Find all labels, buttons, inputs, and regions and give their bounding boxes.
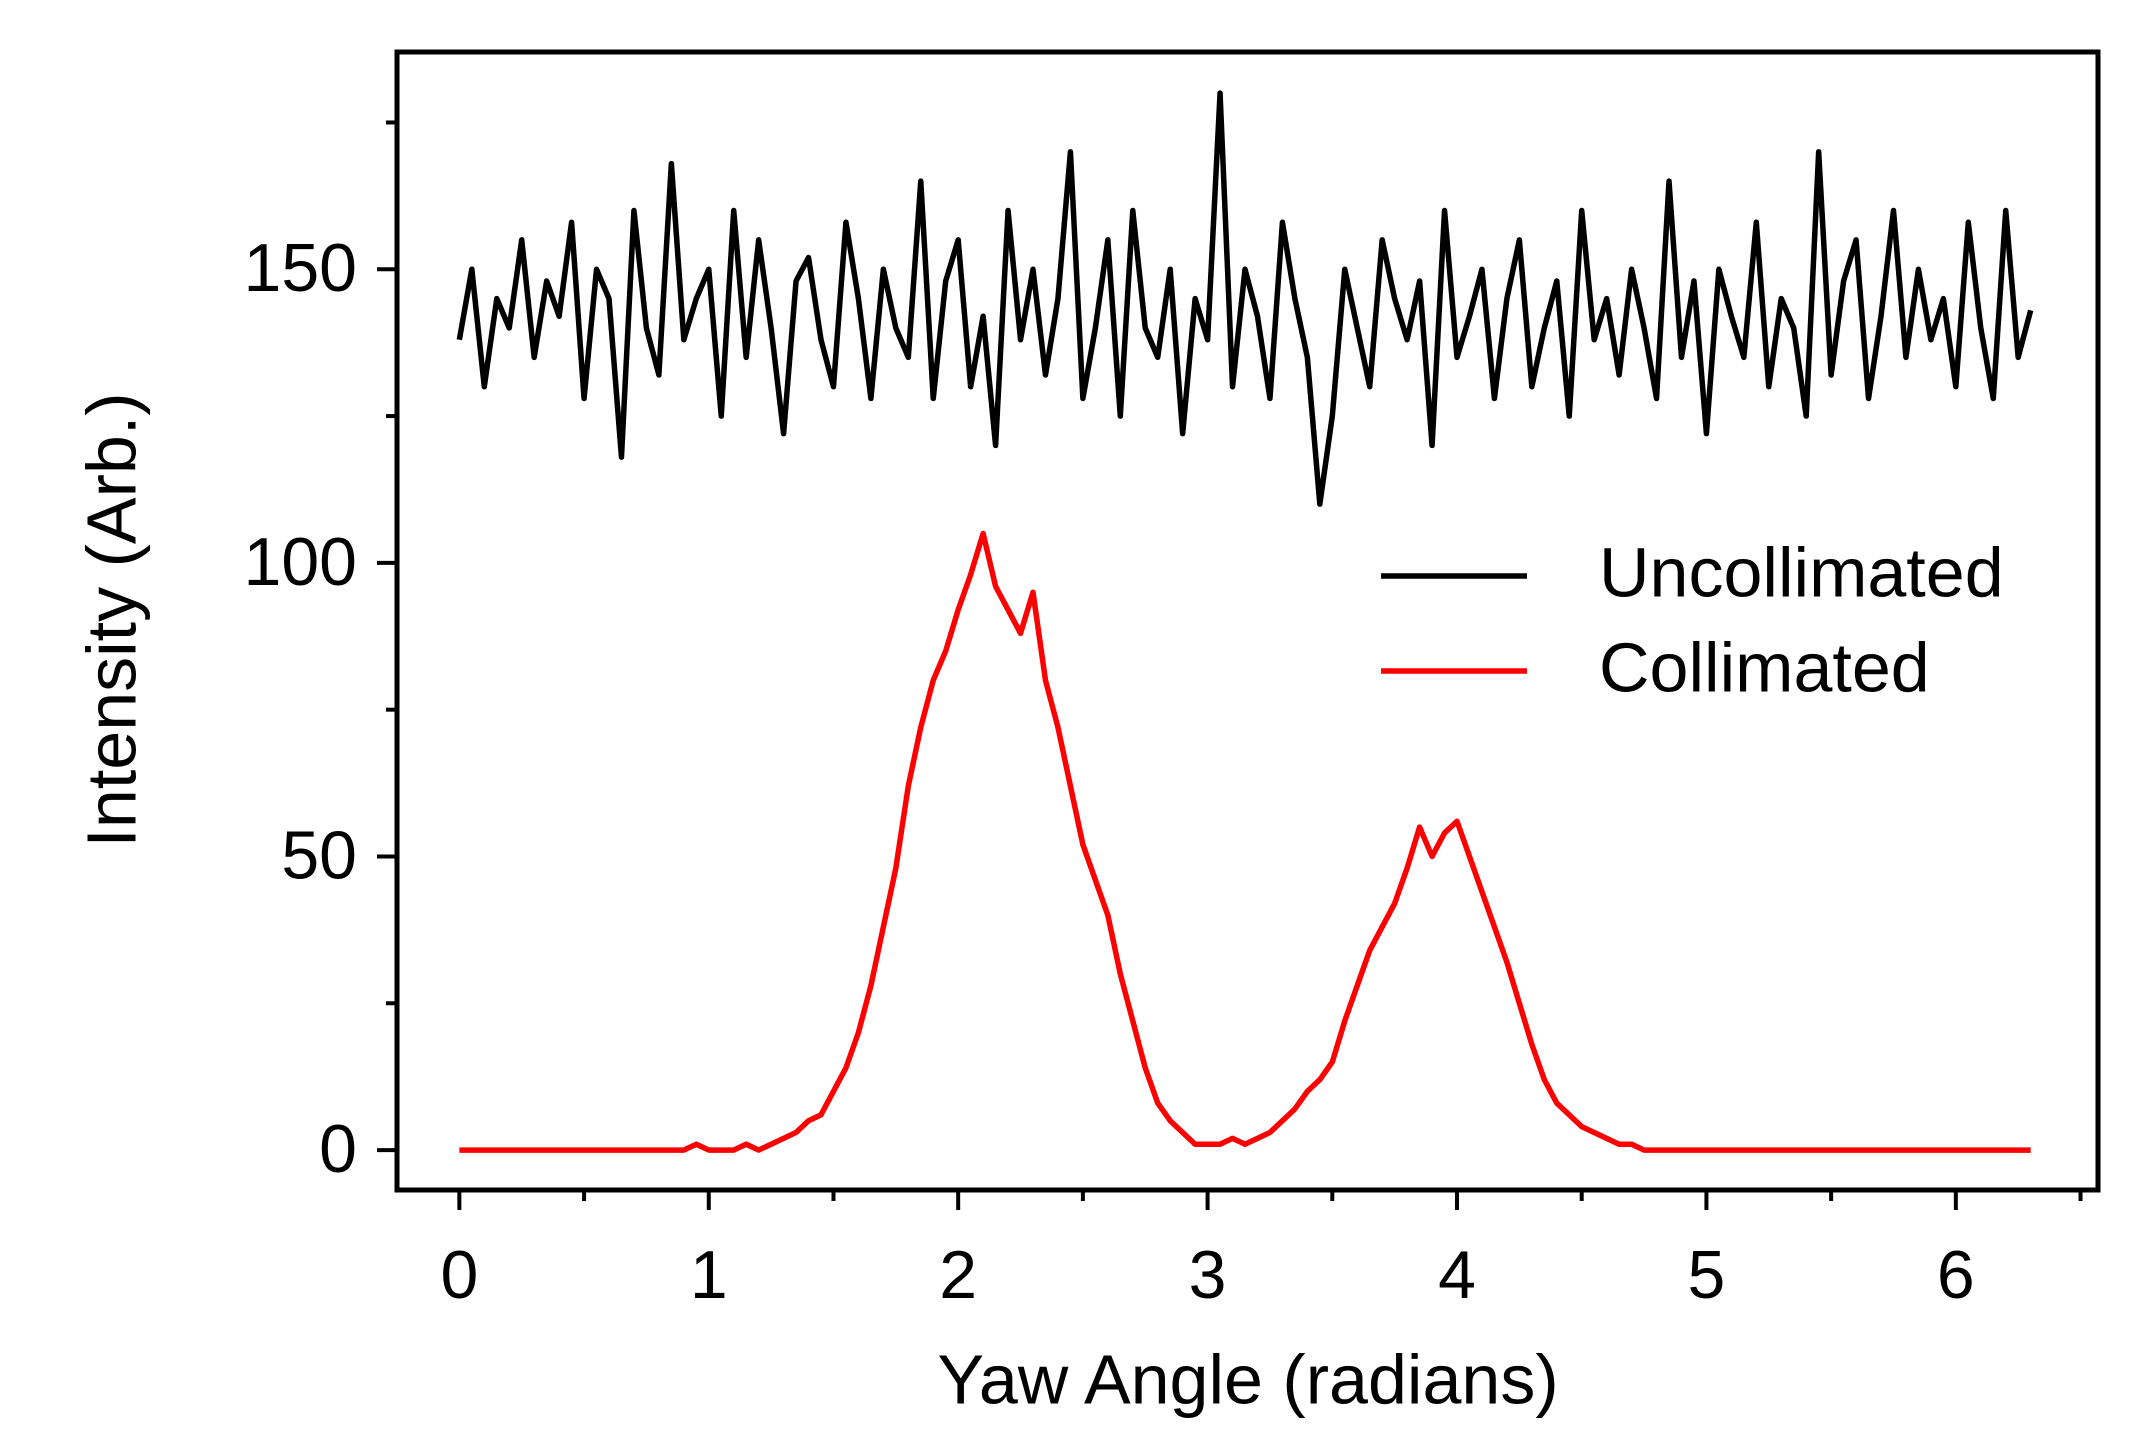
x-axis-label: Yaw Angle (radians) [937, 1340, 1558, 1418]
x-tick-label: 6 [1937, 1237, 1975, 1313]
x-tick-label: 1 [690, 1237, 728, 1313]
x-tick-label: 3 [1189, 1237, 1227, 1313]
data-line [456, 90, 2034, 507]
y-tick-label: 50 [281, 817, 357, 893]
data-line [459, 530, 2031, 1153]
x-tick-label: 0 [440, 1237, 478, 1313]
legend-label: Collimated [1599, 628, 1930, 706]
y-tick-label: 0 [319, 1111, 357, 1187]
x-tick-label: 4 [1438, 1237, 1476, 1313]
legend-label: Uncollimated [1599, 533, 2004, 611]
x-tick-label: 2 [939, 1237, 977, 1313]
y-tick-label: 100 [244, 524, 357, 600]
plot-frame [394, 49, 2101, 1193]
y-tick-label: 150 [244, 230, 357, 306]
y-axis-label: Intensity (Arb.) [72, 392, 150, 847]
x-tick-label: 5 [1688, 1237, 1726, 1313]
